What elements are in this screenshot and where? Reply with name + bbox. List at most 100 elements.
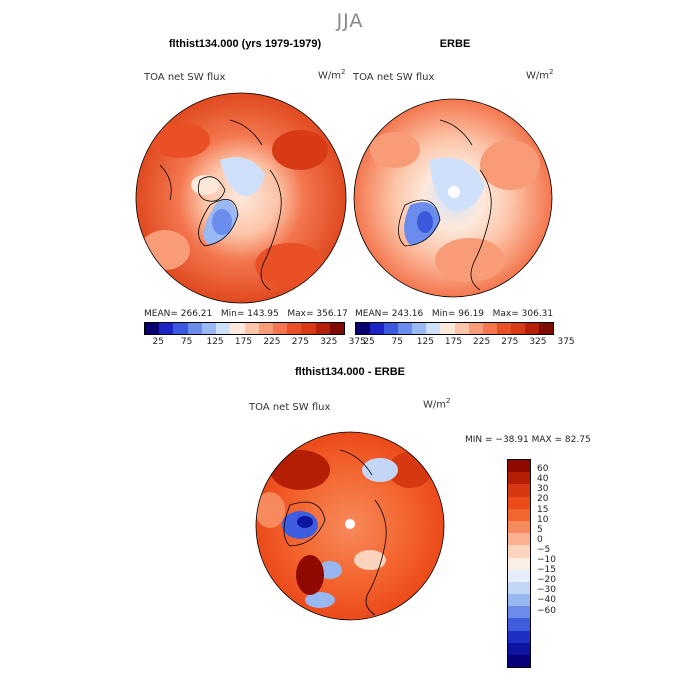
colorbar-tick-label: 325 [320,337,338,347]
colorbar-swatch [187,323,202,334]
colorbar-tick-label: 175 [444,337,463,347]
colorbar-swatch [508,545,530,558]
model-variable-label: TOA net SW flux [144,72,226,83]
colorbar-swatch [508,484,530,497]
model-max-value: 356.17 [316,309,348,319]
colorbar-swatch [145,323,160,334]
model-polar-map [136,93,346,303]
model-mean-value: 266.21 [180,309,213,319]
model-colorbar [144,322,345,335]
colorbar-swatch [508,630,530,643]
colorbar-tick-label: 375 [557,337,575,347]
colorbar-swatch [508,618,530,631]
obs-min-value: 96.19 [458,309,485,319]
colorbar-tick-label: 30 [537,484,549,495]
colorbar-swatch [508,472,530,485]
colorbar-tick-label: −15 [537,565,556,576]
colorbar-swatch [173,323,188,334]
obs-variable-label: TOA net SW flux [353,72,435,83]
colorbar-tick-label: 25 [363,337,375,347]
colorbar-tick-label: 125 [416,337,434,347]
model-stats: MEAN= 266.21 Min= 143.95 Max= 356.17 [144,309,348,319]
obs-stats: MEAN= 243.16 Min= 96.19 Max= 306.31 [355,309,554,319]
diff-panel-title: flthist134.000 - ERBE [294,366,406,378]
colorbar-tick-label: 75 [391,337,403,347]
colorbar-swatch [384,323,399,334]
colorbar-swatch [508,642,530,655]
colorbar-swatch [508,460,530,473]
obs-max-value: 306.31 [521,309,554,319]
colorbar-tick-label: −10 [537,555,556,565]
colorbar-swatch [508,606,530,619]
colorbar-swatch [287,323,302,334]
colorbar-swatch [508,508,530,521]
model-units-label: W/m2 [318,68,346,82]
colorbar-swatch [508,594,530,607]
colorbar-tick-label: 15 [537,504,549,515]
colorbar-swatch [508,496,530,509]
diff-units-label: W/m2 [423,397,451,411]
colorbar-tick-label: 10 [537,514,549,525]
colorbar-swatch [482,323,497,334]
diff-stats: MIN = −38.91 MAX = 82.75 [465,435,591,445]
colorbar-tick-label: −20 [537,575,556,586]
obs-units-label: W/m2 [526,68,554,82]
colorbar-tick-label: 175 [234,337,253,347]
colorbar-swatch [510,323,525,334]
colorbar-swatch [454,323,469,334]
colorbar-swatch [201,323,217,334]
colorbar-swatch [272,323,288,334]
colorbar-tick-label: −60 [537,605,556,616]
colorbar-swatch [508,520,530,534]
colorbar-tick-label: 40 [537,474,549,485]
colorbar-swatch [468,323,483,334]
colorbar-swatch [539,323,554,334]
obs-colorbar-labels: 25 75 125 175 225 275 325 375 [355,337,574,349]
colorbar-swatch [440,323,455,334]
colorbar-swatch [508,557,530,570]
colorbar-swatch [508,581,530,595]
diff-variable-label: TOA net SW flux [249,402,331,413]
colorbar-swatch [216,323,231,334]
colorbar-tick-label: −30 [537,585,556,596]
colorbar-tick-label: 75 [180,337,193,347]
model-colorbar-labels: 25 75 125 175 225 275 325 375 [144,337,365,349]
diff-polar-map [256,432,444,620]
colorbar-swatch [426,323,441,334]
colorbar-tick-label: 275 [291,337,309,347]
season-title: JJA [336,10,364,32]
colorbar-swatch [356,323,371,334]
model-panel-title: flthist134.000 (yrs 1979-1979) [168,38,322,50]
colorbar-tick-label: 125 [206,337,224,347]
colorbar-swatch [301,323,316,334]
colorbar-swatch [496,323,511,334]
obs-polar-map [354,99,552,297]
colorbar-tick-label: −5 [537,544,551,555]
colorbar-swatch [329,323,345,334]
colorbar-tick-label: 5 [537,524,543,535]
colorbar-tick-label: 60 [537,464,549,475]
model-min-value: 143.95 [247,309,279,319]
colorbar-tick-label: 0 [537,534,543,545]
obs-panel-title: ERBE [439,38,471,50]
colorbar-swatch [230,323,245,334]
colorbar-swatch [398,323,413,334]
colorbar-tick-label: 275 [501,337,519,347]
colorbar-swatch [258,323,273,334]
colorbar-swatch [370,323,385,334]
colorbar-tick-label: 25 [152,337,164,347]
colorbar-tick-label: −40 [537,595,556,606]
colorbar-swatch [159,323,174,334]
colorbar-tick-label: 225 [263,337,281,347]
colorbar-tick-label: 20 [537,494,549,505]
colorbar-tick-label: 375 [348,337,366,347]
colorbar-swatch [508,569,530,582]
colorbar-tick-label: 325 [529,337,547,347]
colorbar-swatch [508,655,530,668]
obs-mean-value: 243.16 [391,309,424,319]
diff-colorbar [507,459,531,669]
colorbar-swatch [412,323,427,334]
colorbar-swatch [315,323,330,334]
colorbar-swatch [244,323,259,334]
